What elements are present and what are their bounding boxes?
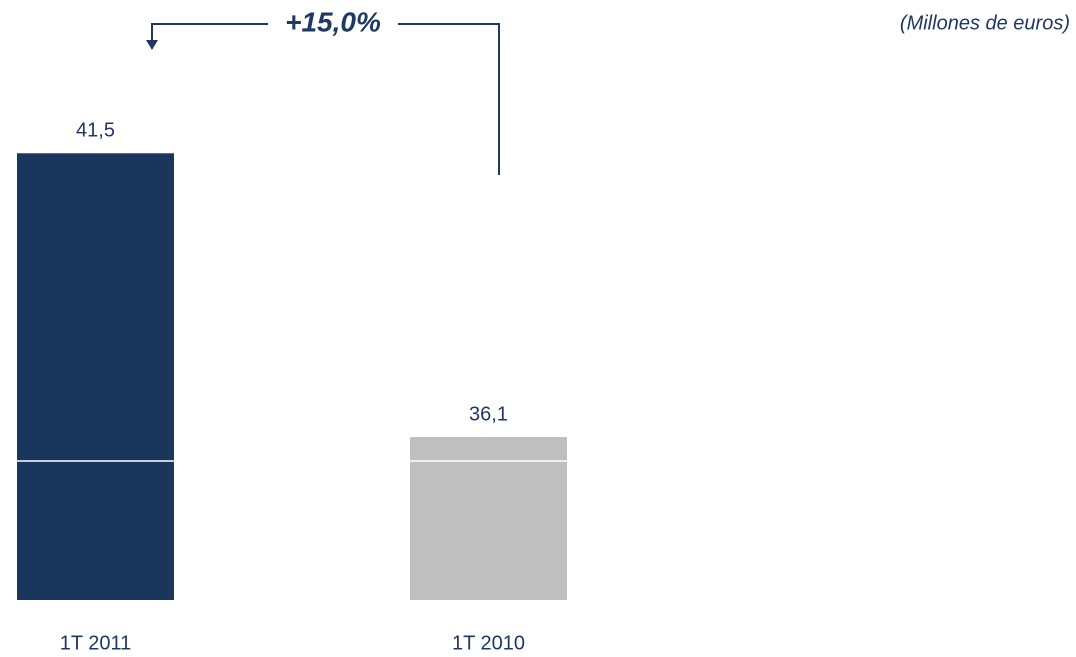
value-label: 41,5 xyxy=(76,120,115,142)
unit-note: (Millones de euros) xyxy=(900,12,1070,34)
arrow-line-left xyxy=(151,23,268,42)
bar xyxy=(17,153,174,600)
arrow-head xyxy=(146,40,158,50)
growth-annotation: +15,0% xyxy=(285,6,381,37)
x-tick-label: 1T 2011 xyxy=(60,632,132,654)
x-tick-label: 1T 2010 xyxy=(452,632,525,654)
arrow-line-right xyxy=(398,23,500,175)
value-label: 36,1 xyxy=(469,403,508,425)
comparison-arrow xyxy=(151,23,500,175)
bar xyxy=(410,437,567,600)
